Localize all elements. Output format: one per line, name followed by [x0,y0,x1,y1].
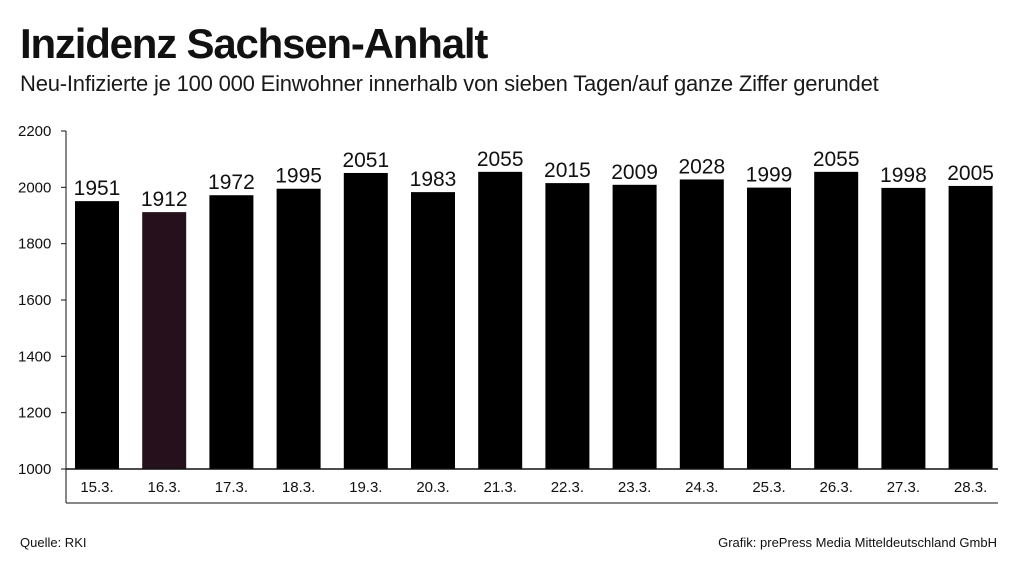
bar [209,195,254,469]
x-tick-label: 23.3. [618,479,651,496]
y-tick-label: 1200 [18,405,51,422]
bar [343,172,388,470]
x-tick-label: 17.3. [215,479,248,496]
chart-title: Inzidenz Sachsen-Anhalt [20,20,488,67]
bar-value-label: 1972 [208,171,255,194]
x-tick-label: 26.3. [820,479,853,496]
bar-value-label: 1951 [74,177,121,200]
bar [142,212,187,469]
bar [411,192,455,469]
bar [747,187,791,470]
x-tick-label: 18.3. [282,479,315,496]
bar-value-label: 1912 [141,188,188,211]
x-tick-label: 15.3. [80,479,113,496]
credit-note: Grafik: prePress Media Mitteldeutschland… [718,535,997,550]
x-tick-label: 22.3. [551,479,584,496]
x-tick-label: 16.3. [148,479,181,496]
bar-value-label: 1995 [275,165,322,188]
y-tick-label: 2000 [18,179,51,196]
x-tick-label: 20.3. [416,479,449,496]
bar [948,185,993,470]
bar-value-label: 2005 [947,162,994,185]
x-tick-label: 28.3. [954,479,987,496]
bar [276,188,321,469]
source-note: Quelle: RKI [20,535,87,550]
bar [75,201,119,469]
bar [478,171,523,469]
bar [881,187,926,469]
bar-value-label: 2028 [678,155,725,178]
bar-value-label: 1999 [746,164,793,187]
bar-value-label: 2055 [813,148,860,171]
bar [814,171,859,469]
bar [612,184,657,469]
bar-value-label: 1983 [410,168,457,191]
y-tick-label: 1400 [18,348,51,365]
bar [679,179,724,470]
bar-value-label: 1998 [880,164,927,187]
bar [545,183,590,469]
chart-subtitle: Neu-Infizierte je 100 000 Einwohner inne… [20,71,879,96]
bar-value-label: 2051 [342,149,389,172]
x-tick-label: 19.3. [349,479,382,496]
x-tick-label: 24.3. [685,479,718,496]
y-tick-label: 1800 [18,236,51,253]
y-tick-label: 1600 [18,292,51,309]
bar-value-label: 2055 [477,148,524,171]
x-tick-label: 25.3. [752,479,785,496]
x-tick-label: 27.3. [887,479,920,496]
x-tick-label: 21.3. [484,479,517,496]
bar-value-label: 2009 [611,161,658,184]
bar-value-label: 2015 [544,159,591,182]
y-tick-label: 1000 [18,461,51,478]
y-tick-label: 2200 [18,123,51,140]
